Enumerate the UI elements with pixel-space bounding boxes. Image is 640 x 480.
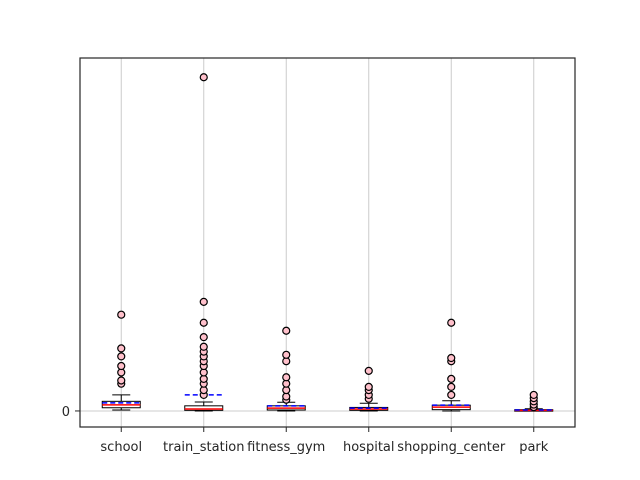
box-hospital [349,366,389,412]
box-fitness_gym [266,326,306,412]
outlier-point [282,350,291,359]
outlier-point [364,382,373,391]
x-tick-label: park [519,440,549,455]
outlier-point [199,342,208,351]
x-tick-label: train_station [163,440,245,455]
box-train_station [184,73,224,412]
x-tick-label: school [100,440,142,455]
outlier-point [447,382,456,391]
box-plot-series [101,73,554,412]
box-school [101,310,141,411]
plot-frame [79,57,576,428]
outlier-point [117,344,126,353]
outlier-point [117,376,126,385]
outlier-point [447,318,456,327]
outlier-point [117,352,126,361]
box-shopping_center [431,318,471,412]
outlier-point [529,390,538,400]
outlier-point [364,366,373,375]
axis-ticks: school train_station fitness_gym hospital sh… [62,405,549,455]
outlier-point [282,326,291,335]
outlier-point [117,310,126,319]
outlier-point [199,297,208,306]
x-tick-label: fitness_gym [247,440,325,455]
grid-lines [80,58,575,427]
outlier-point [199,73,208,82]
x-tick-label: hospital [343,440,395,455]
outlier-point [199,318,208,327]
outlier-point [282,373,291,382]
x-tick-label: shopping_center [397,440,506,455]
outlier-point [447,390,456,400]
outlier-point [117,361,126,371]
outlier-point [199,333,208,342]
outlier-point [447,374,456,383]
box-park [514,390,554,412]
outlier-point [447,353,456,363]
y-tick-label: 0 [62,405,70,420]
box-iqr [184,405,224,411]
